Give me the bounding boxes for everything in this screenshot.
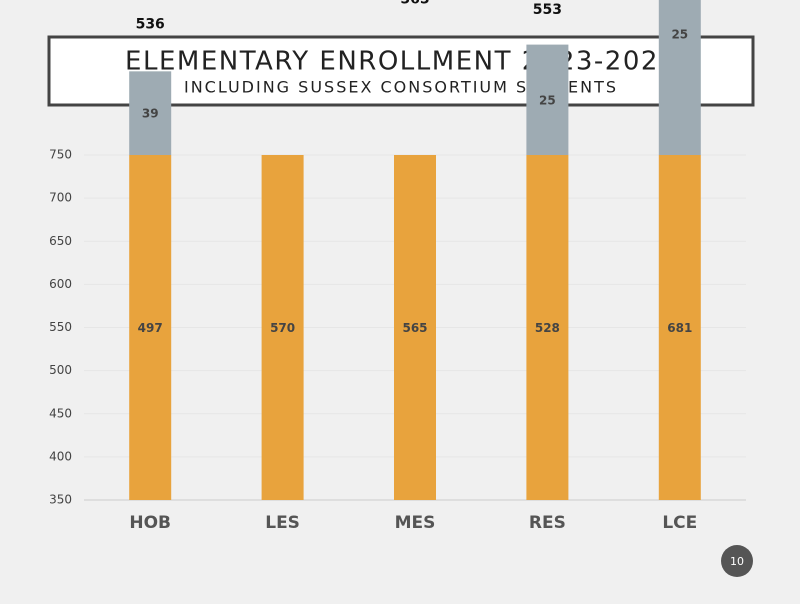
total-label: 570 <box>268 0 297 3</box>
segment-label: 25 <box>539 93 556 107</box>
bar-segment <box>526 44 569 155</box>
chart-title: ELEMENTARY ENROLLMENT 2023-2024 <box>125 47 677 77</box>
y-tick-label: 350 <box>49 493 72 507</box>
x-tick-label: HOB <box>129 513 171 533</box>
x-tick-label: MES <box>395 513 436 533</box>
bar-segment <box>394 155 436 500</box>
bar-segment <box>261 155 304 500</box>
segment-label: 681 <box>667 321 692 335</box>
segment-label: 497 <box>138 321 163 335</box>
page-badge <box>721 545 753 577</box>
y-tick-label: 750 <box>49 148 72 162</box>
x-tick-label: RES <box>529 513 566 533</box>
total-label: 553 <box>533 2 562 18</box>
bar-segment <box>658 155 701 500</box>
total-label: 565 <box>400 0 429 8</box>
segment-label: 25 <box>671 27 688 41</box>
segment-label: 570 <box>270 321 295 335</box>
bar-segment <box>526 155 569 500</box>
chart-subtitle: INCLUDING SUSSEX CONSORTIUM STUDENTS <box>184 78 618 97</box>
segment-label: 565 <box>402 321 427 335</box>
y-tick-label: 650 <box>49 234 72 248</box>
y-tick-label: 400 <box>49 449 72 463</box>
x-tick-label: LES <box>265 513 300 533</box>
page-number: 10 <box>730 555 744 568</box>
y-tick-label: 450 <box>49 406 72 420</box>
y-tick-label: 550 <box>49 320 72 334</box>
segment-label: 528 <box>535 321 560 335</box>
y-tick-label: 700 <box>49 191 72 205</box>
y-tick-label: 500 <box>49 363 72 377</box>
y-tick-label: 600 <box>49 277 72 291</box>
bar-segment <box>129 71 172 155</box>
bar-segment <box>658 0 701 155</box>
bar-segment <box>129 155 172 500</box>
total-label: 536 <box>136 17 165 33</box>
segment-label: 39 <box>142 107 159 121</box>
x-tick-label: LCE <box>662 513 697 533</box>
